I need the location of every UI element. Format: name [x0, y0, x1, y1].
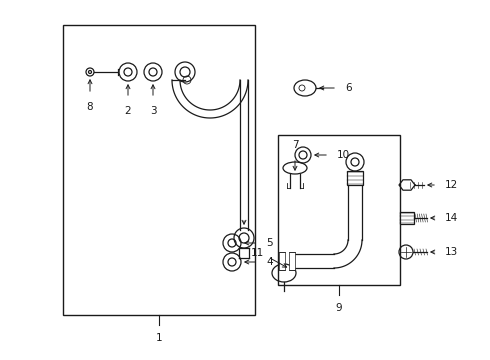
- Bar: [63, 25, 255, 315]
- Text: 1: 1: [156, 333, 162, 343]
- Text: 11: 11: [251, 248, 264, 258]
- Text: 2: 2: [124, 106, 131, 116]
- Bar: [289, 252, 295, 270]
- Bar: [347, 171, 363, 185]
- Text: 7: 7: [292, 140, 298, 150]
- Text: 12: 12: [445, 180, 458, 190]
- Text: 6: 6: [345, 83, 352, 93]
- Text: 13: 13: [445, 247, 458, 257]
- Text: 10: 10: [337, 150, 350, 160]
- Text: 3: 3: [149, 106, 156, 116]
- Bar: [279, 252, 285, 270]
- Text: 8: 8: [87, 102, 93, 112]
- Text: 4: 4: [266, 257, 272, 267]
- Text: 14: 14: [445, 213, 458, 223]
- Bar: [278, 135, 400, 285]
- Bar: [400, 212, 414, 224]
- Text: 5: 5: [266, 238, 272, 248]
- Text: 9: 9: [336, 303, 343, 313]
